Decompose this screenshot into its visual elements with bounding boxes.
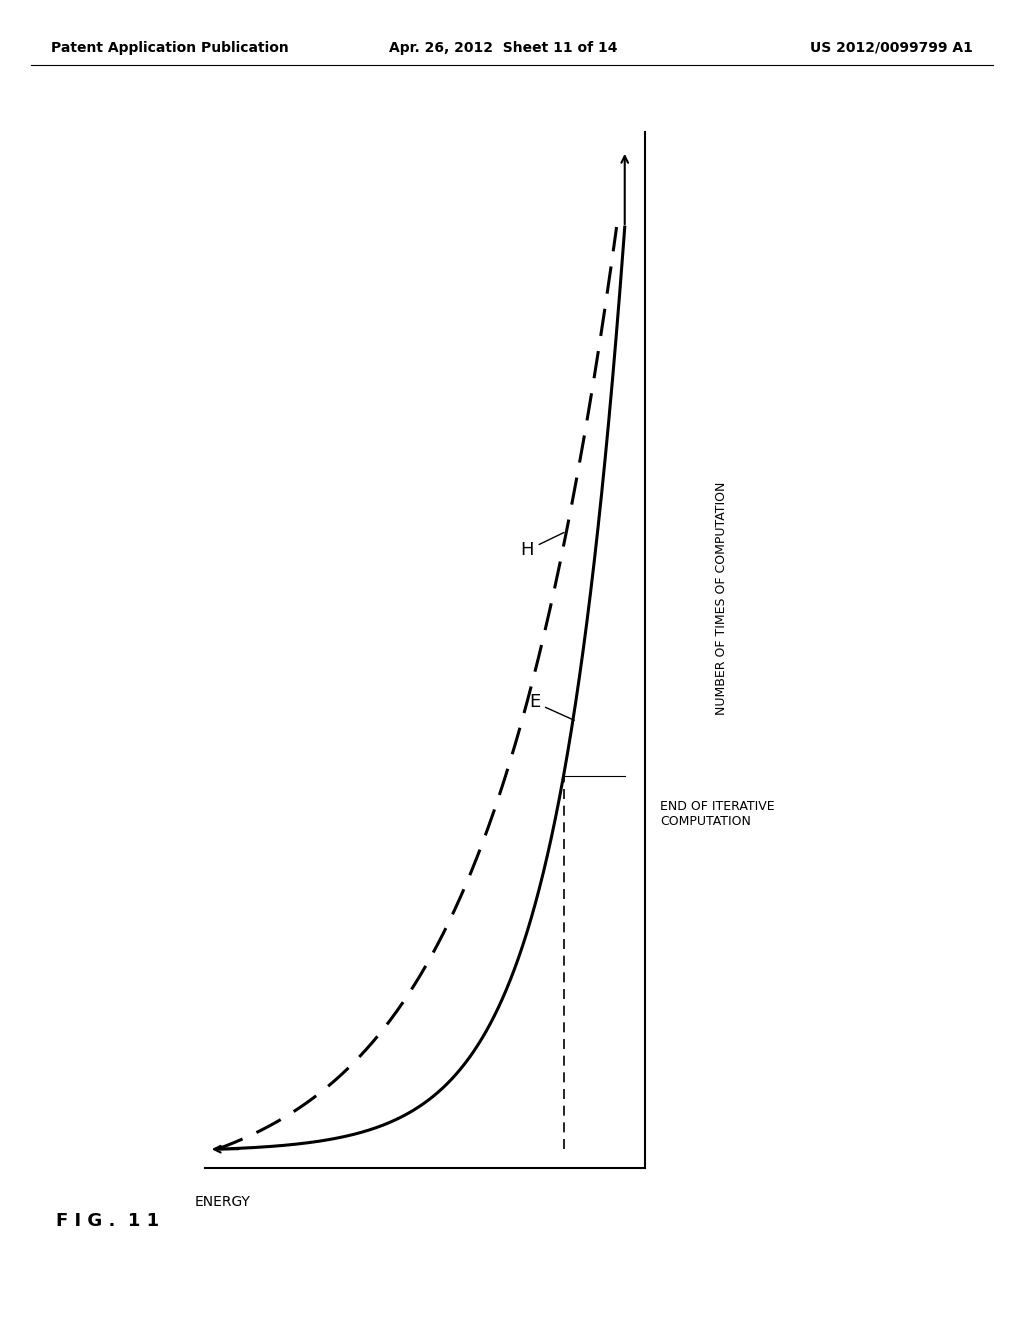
Text: NUMBER OF TIMES OF COMPUTATION: NUMBER OF TIMES OF COMPUTATION — [716, 482, 728, 715]
Text: ENERGY: ENERGY — [195, 1195, 251, 1209]
Text: END OF ITERATIVE
COMPUTATION: END OF ITERATIVE COMPUTATION — [660, 800, 775, 828]
Text: F I G .  1 1: F I G . 1 1 — [56, 1212, 160, 1230]
Text: H: H — [520, 532, 564, 560]
Text: Patent Application Publication: Patent Application Publication — [51, 41, 289, 54]
Text: Apr. 26, 2012  Sheet 11 of 14: Apr. 26, 2012 Sheet 11 of 14 — [389, 41, 617, 54]
Text: US 2012/0099799 A1: US 2012/0099799 A1 — [810, 41, 973, 54]
Text: E: E — [528, 693, 574, 721]
